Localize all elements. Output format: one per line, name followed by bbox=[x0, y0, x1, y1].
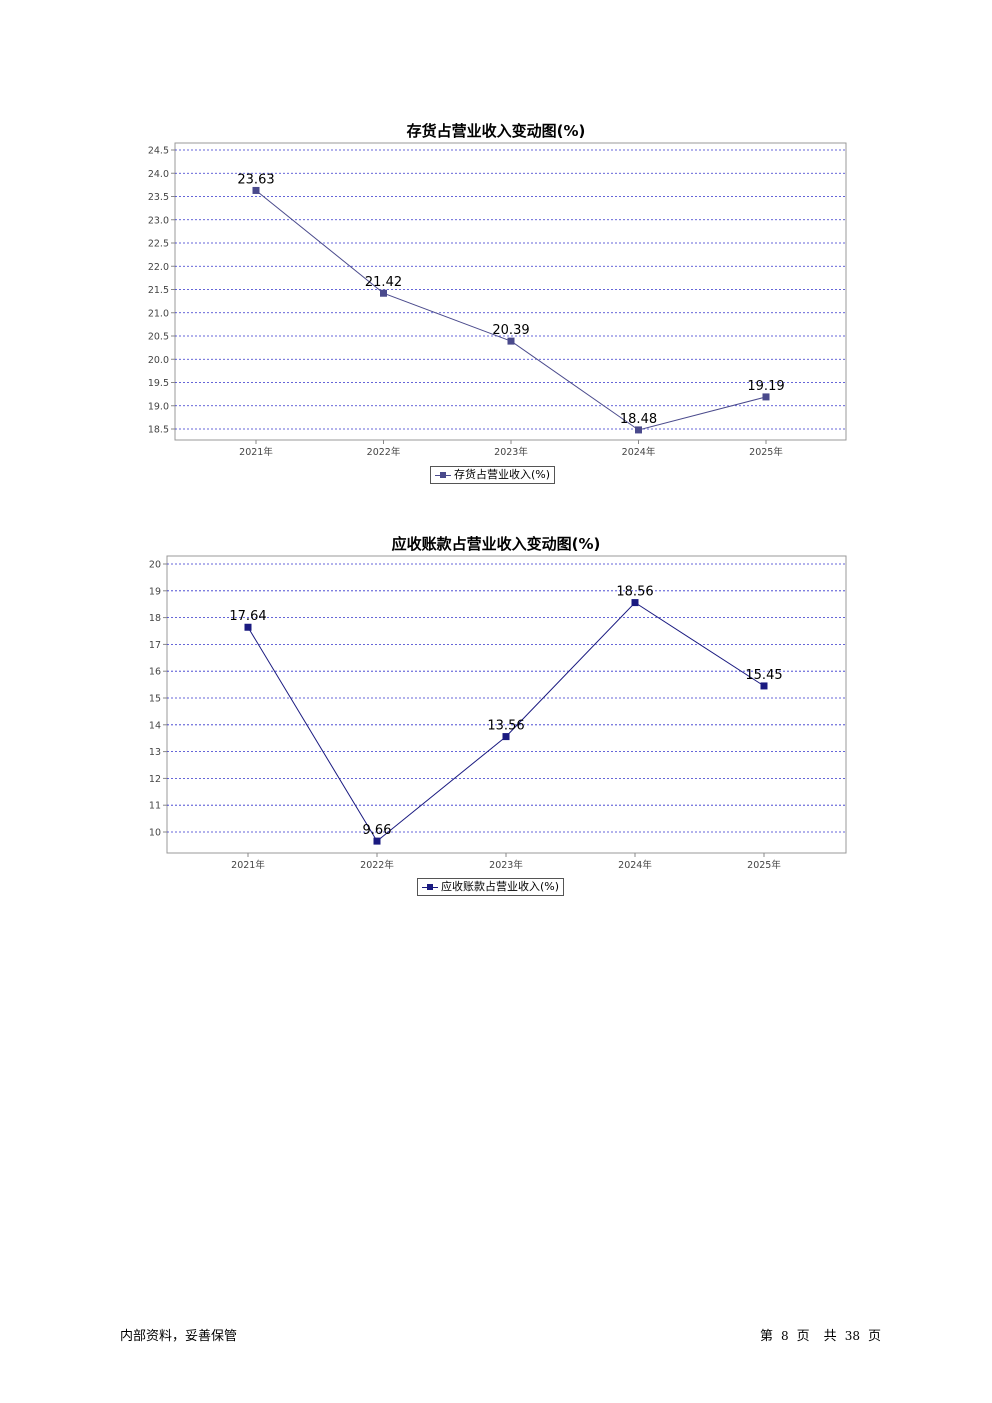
data-point bbox=[762, 393, 770, 401]
plot-area bbox=[166, 555, 847, 854]
data-point bbox=[380, 289, 387, 297]
x-tick-label: 2024年 bbox=[618, 859, 652, 871]
data-label: 21.42 bbox=[365, 275, 402, 290]
x-tick-label: 2021年 bbox=[239, 446, 273, 458]
data-label: 18.48 bbox=[620, 412, 657, 427]
y-tick-label: 11 bbox=[149, 801, 161, 812]
data-point bbox=[252, 186, 260, 194]
y-tick-label: 17 bbox=[149, 640, 161, 651]
y-tick-label: 22.0 bbox=[148, 262, 169, 273]
data-label: 17.64 bbox=[229, 609, 266, 624]
y-tick-label: 12 bbox=[149, 774, 161, 785]
x-tick-label: 2025年 bbox=[749, 446, 783, 458]
y-tick-label: 14 bbox=[149, 720, 161, 731]
legend-marker-icon bbox=[435, 467, 451, 483]
x-tick-label: 2025年 bbox=[747, 859, 781, 871]
data-label: 13.56 bbox=[487, 719, 524, 734]
data-label: 15.45 bbox=[745, 668, 782, 683]
page-prefix: 第 bbox=[760, 1329, 774, 1344]
y-tick-label: 18 bbox=[149, 613, 161, 624]
footer-confidential-note: 内部资料，妥善保管 bbox=[120, 1329, 238, 1344]
x-tick-label: 2021年 bbox=[231, 859, 265, 871]
x-tick-label: 2023年 bbox=[489, 859, 523, 871]
y-tick-label: 20.5 bbox=[148, 332, 169, 343]
chart-plot: 20 19 18 17 16 15 14 13 12 11 10 2021年 2022年 2023年 202… bbox=[149, 555, 847, 871]
y-tick-label: 21.5 bbox=[148, 285, 169, 296]
page-current: 8 bbox=[781, 1329, 789, 1343]
data-label: 20.39 bbox=[492, 323, 529, 338]
y-tick-label: 19.5 bbox=[148, 378, 169, 389]
x-tick-label: 2022年 bbox=[360, 859, 394, 871]
y-tick-label: 20 bbox=[149, 560, 161, 571]
data-label: 18.56 bbox=[616, 585, 653, 600]
chart-legend: 存货占营业收入(%) bbox=[430, 466, 556, 484]
legend-label: 存货占营业收入(%) bbox=[454, 468, 551, 481]
chart-title: 应收账款占营业收入变动图(%) bbox=[391, 535, 601, 553]
y-tick-label: 16 bbox=[149, 667, 161, 678]
legend-marker-icon bbox=[422, 879, 438, 895]
x-tick-label: 2023年 bbox=[494, 446, 528, 458]
data-label: 9.66 bbox=[363, 823, 392, 838]
y-tick-label: 18.5 bbox=[148, 425, 169, 436]
y-tick-label: 21.0 bbox=[148, 308, 169, 319]
y-tick-label: 22.5 bbox=[148, 239, 169, 250]
y-tick-label: 10 bbox=[149, 828, 161, 839]
footer-left: 内部资料，妥善保管 bbox=[120, 1325, 237, 1344]
data-point bbox=[507, 337, 515, 345]
plot-area bbox=[174, 142, 847, 441]
y-tick-label: 20.0 bbox=[148, 355, 169, 366]
page-total: 38 bbox=[844, 1329, 860, 1343]
y-tick-label: 19.0 bbox=[148, 401, 169, 412]
page-mid: 页 bbox=[796, 1329, 810, 1344]
total-suffix: 页 bbox=[867, 1329, 881, 1344]
x-tick-label: 2024年 bbox=[622, 446, 656, 458]
y-tick-label: 24.0 bbox=[148, 169, 169, 180]
chart-plot: 24.5 24.0 23.5 23.0 22.5 22.0 21.5 21.0 20.5 20.0… bbox=[148, 142, 847, 458]
data-point bbox=[502, 733, 510, 741]
data-point bbox=[760, 682, 768, 690]
legend-label: 应收账款占营业收入(%) bbox=[441, 880, 560, 893]
data-label: 23.63 bbox=[237, 172, 274, 187]
data-label: 19.19 bbox=[747, 379, 784, 394]
y-tick-label: 24.5 bbox=[148, 146, 169, 157]
y-tick-label: 23.0 bbox=[148, 215, 169, 226]
y-tick-label: 13 bbox=[149, 747, 161, 758]
x-tick-label: 2022年 bbox=[367, 446, 401, 458]
data-point bbox=[635, 426, 642, 434]
data-point bbox=[631, 599, 639, 607]
y-tick-label: 23.5 bbox=[148, 192, 169, 203]
data-point bbox=[373, 837, 381, 845]
chart-title: 存货占营业收入变动图(%) bbox=[406, 122, 586, 140]
footer-page-info: 第 8 页共 38 页 bbox=[760, 1325, 881, 1344]
y-tick-label: 15 bbox=[149, 694, 161, 705]
chart-legend: 应收账款占营业收入(%) bbox=[417, 878, 565, 896]
y-tick-label: 19 bbox=[149, 586, 161, 597]
data-point bbox=[244, 623, 252, 631]
total-prefix: 共 bbox=[823, 1329, 837, 1344]
